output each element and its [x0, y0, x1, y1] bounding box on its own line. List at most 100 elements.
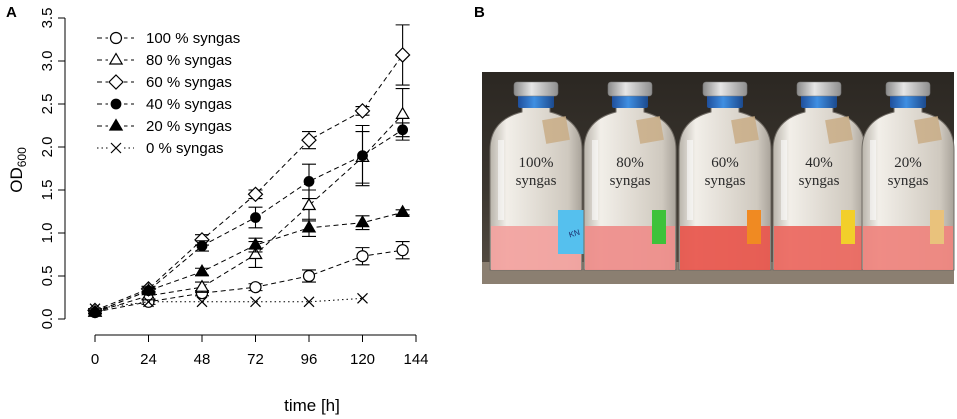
open-diamond-marker [354, 103, 371, 119]
filled-triangle-marker [141, 282, 156, 296]
bottle-3: 60% syngas [678, 81, 772, 271]
od600-growth-chart: 0 24 48 72 96 120 144 0.0 0.5 1.0 1.5 2.0 2.5 3.0 3.5… [7, 8, 429, 415]
filled-triangle-marker [301, 220, 317, 233]
cross-marker [89, 303, 101, 315]
bottle-4: 40% syngas [772, 81, 866, 271]
x-tick-label: 120 [350, 351, 375, 368]
bottle-back-tape [825, 116, 853, 144]
legend-label: 80 % syngas [146, 52, 232, 69]
x-tick-label: 72 [247, 351, 264, 368]
glass-highlight [781, 140, 787, 220]
series-line [94, 297, 363, 310]
legend-label: 20 % syngas [146, 118, 232, 135]
filled-triangle-marker [87, 304, 103, 317]
filled-circle-marker [196, 240, 208, 252]
y-tick-label: 2.5 [39, 94, 56, 115]
filled-triangle-marker [395, 204, 410, 217]
bottle-5: 20% syngas [861, 81, 955, 271]
legend-item: 0 % syngas [97, 140, 224, 157]
bottle-cap [607, 81, 653, 97]
x-tick-label: 144 [403, 351, 428, 368]
open-triangle-marker [108, 52, 124, 65]
y-tick-label: 0.0 [39, 309, 56, 330]
filled-triangle-marker [194, 264, 210, 277]
filled-circle-marker [110, 98, 122, 110]
open-circle-marker [249, 281, 262, 294]
glass-highlight [498, 140, 504, 220]
x-tick-label: 24 [140, 351, 157, 368]
open-diamond-marker [247, 186, 264, 203]
culture-bottles-photo: 100%syngasKN80%syngas60%syngas40%syngas2… [482, 72, 955, 284]
legend-item: 100 % syngas [97, 30, 240, 47]
bottle-back-tape [636, 116, 664, 144]
y-tick-label: 1.0 [39, 223, 56, 244]
bottle-tag-text: KN [568, 228, 581, 240]
glass-highlight [870, 140, 876, 220]
legend-item: 80 % syngas [97, 52, 232, 69]
y-tick-label: 3.5 [39, 8, 56, 29]
series-1 [88, 241, 410, 319]
glass-highlight [592, 140, 598, 220]
y-tick-label: 0.5 [39, 266, 56, 287]
bottle-1: 100% syngas KN [489, 81, 592, 271]
y-tick-label: 3.0 [39, 51, 56, 72]
legend-label: 100 % syngas [146, 30, 240, 47]
filled-triangle-marker [108, 118, 124, 131]
y-tick-label: 2.0 [39, 137, 56, 158]
bottle-back-tape [914, 116, 942, 144]
filled-triangle-marker [355, 214, 370, 228]
open-triangle-marker [301, 197, 317, 211]
open-circle-marker [396, 244, 409, 257]
x-axis-title: time [h] [284, 396, 340, 415]
cross-marker [303, 296, 315, 308]
glass-highlight [687, 140, 693, 220]
panel-b-letter: B [474, 4, 485, 21]
bottle-cap [885, 81, 931, 97]
cross-marker [357, 292, 368, 304]
y-axis-title: OD600 [7, 147, 29, 193]
bottle-stopper [890, 94, 926, 108]
bottle-group: 100%syngasKN80%syngas60%syngas40%syngas2… [489, 81, 955, 271]
bottle-color-tag [747, 210, 761, 244]
bottle-color-tag [841, 210, 855, 244]
bottle-stopper [518, 94, 554, 108]
bottle-stopper [612, 94, 648, 108]
open-circle-marker [302, 269, 316, 283]
series-5 [87, 204, 410, 317]
legend-item: 20 % syngas [97, 118, 232, 135]
filled-triangle-marker [248, 237, 263, 250]
cross-marker [143, 296, 154, 308]
chart-legend: 100 % syngas 80 % syngas 60 % syngas 40 % s… [97, 30, 240, 157]
bottle-color-tag [930, 210, 944, 244]
y-tick-label: 1.5 [39, 180, 56, 201]
bottle-label-gas: syngas [888, 173, 929, 189]
filled-circle-marker [250, 212, 261, 223]
bottle-label-percent: 80% [616, 155, 644, 171]
bottle-stopper [707, 94, 743, 108]
series-line [94, 249, 403, 313]
bottle-label-gas: syngas [705, 173, 746, 189]
legend-item: 60 % syngas [97, 74, 232, 91]
bottle-stopper [801, 94, 837, 108]
open-triangle-marker [248, 246, 263, 260]
filled-circle-marker [357, 150, 368, 162]
bottle-cap [702, 81, 748, 97]
series-line [94, 129, 403, 313]
bottle-label-gas: syngas [610, 173, 651, 189]
bottle-label-percent: 100% [519, 155, 554, 171]
legend-label: 40 % syngas [146, 96, 232, 113]
cross-marker [250, 296, 261, 308]
series-line [94, 113, 403, 313]
series-2 [87, 87, 410, 317]
bottle-label-percent: 60% [711, 155, 739, 171]
open-diamond-marker [394, 47, 411, 63]
bottle-label-percent: 20% [894, 155, 922, 171]
bottle-cap [513, 81, 559, 97]
open-triangle-marker [194, 279, 210, 292]
bottle-2: 80% syngas [583, 81, 677, 271]
bottle-back-tape [731, 116, 759, 144]
x-tick-label: 0 [91, 351, 99, 368]
bottle-label-gas: syngas [516, 173, 557, 189]
legend-label: 0 % syngas [146, 140, 224, 157]
y-axis-title-subscript: 600 [15, 147, 29, 167]
